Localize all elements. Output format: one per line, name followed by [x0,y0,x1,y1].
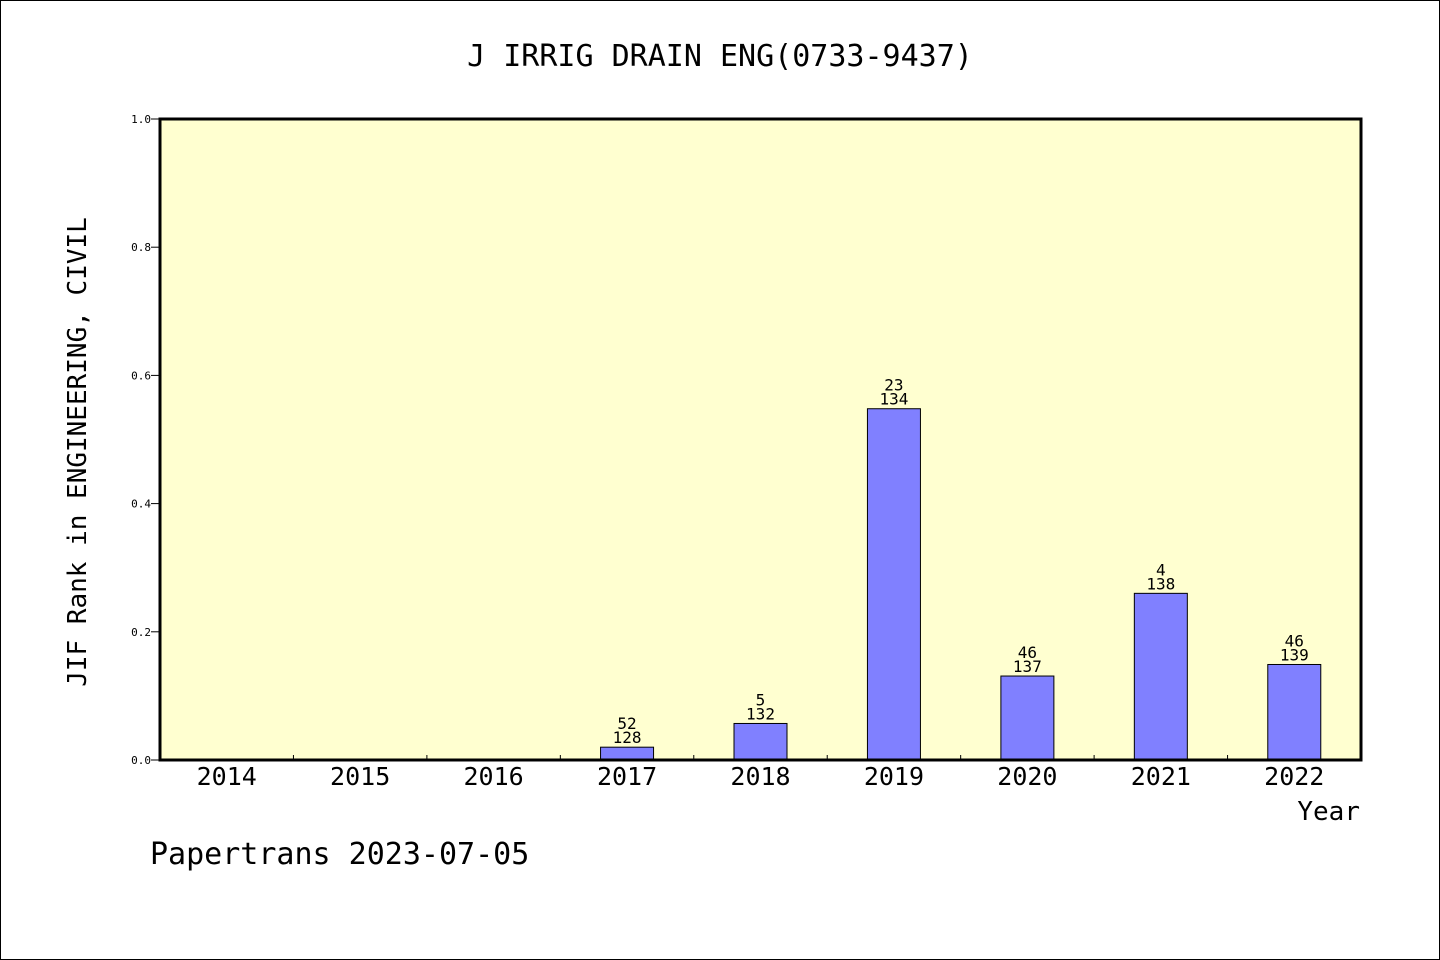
bar-label-total: 128 [613,728,642,747]
bar [866,408,921,761]
y-tick-label: 1.0 [131,113,151,126]
x-tick-label: 2015 [330,762,390,791]
x-tick-label: 2020 [997,762,1057,791]
y-tick-label: 0.8 [131,241,151,254]
y-tick-label: 0.2 [131,626,151,639]
bar-label-rank: 46 [1018,643,1037,662]
bar-label-total: 138 [1146,574,1175,593]
bar-label-total: 137 [1013,657,1042,676]
x-axis-ticks: 2014 2015 2016 2017 2018 2019 2020 2021 2022 [197,755,1324,791]
bar-label-rank: 46 [1285,631,1304,650]
x-tick-label: 2017 [597,762,657,791]
chart-title: J IRRIG DRAIN ENG(0733-9437) [467,39,973,74]
x-tick-label: 2021 [1131,762,1191,791]
x-axis-label: Year [1297,797,1360,827]
x-tick-label: 2016 [464,762,524,791]
x-tick-label: 2018 [730,762,790,791]
y-tick-label: 0.0 [131,754,151,767]
bar-label-total: 139 [1280,645,1309,664]
bar-label-total: 132 [746,704,775,723]
bar-label-rank: 52 [617,714,636,733]
plot-border [158,117,1363,762]
bar-group [600,408,1322,761]
y-tick-label: 0.4 [131,498,151,511]
y-axis-label: JIF Rank in ENGINEERING, CIVIL [63,217,93,687]
x-tick-label: 2014 [197,762,257,791]
bar [1000,675,1055,761]
y-axis-ticks: 0.0 0.2 0.4 0.6 0.8 1.0 [131,113,160,767]
bar [733,722,788,761]
bar-label-rank: 23 [884,376,903,395]
footer-text: Papertrans 2023-07-05 [150,837,529,872]
x-tick-label: 2019 [864,762,924,791]
y-tick-label: 0.6 [131,369,151,382]
bar [1133,592,1188,761]
bar-label-rank: 4 [1156,560,1166,579]
bar-label-rank: 5 [756,690,766,709]
x-tick-label: 2022 [1264,762,1324,791]
bar-label-total: 134 [879,390,908,409]
bar [1267,663,1322,761]
bar [600,746,655,761]
